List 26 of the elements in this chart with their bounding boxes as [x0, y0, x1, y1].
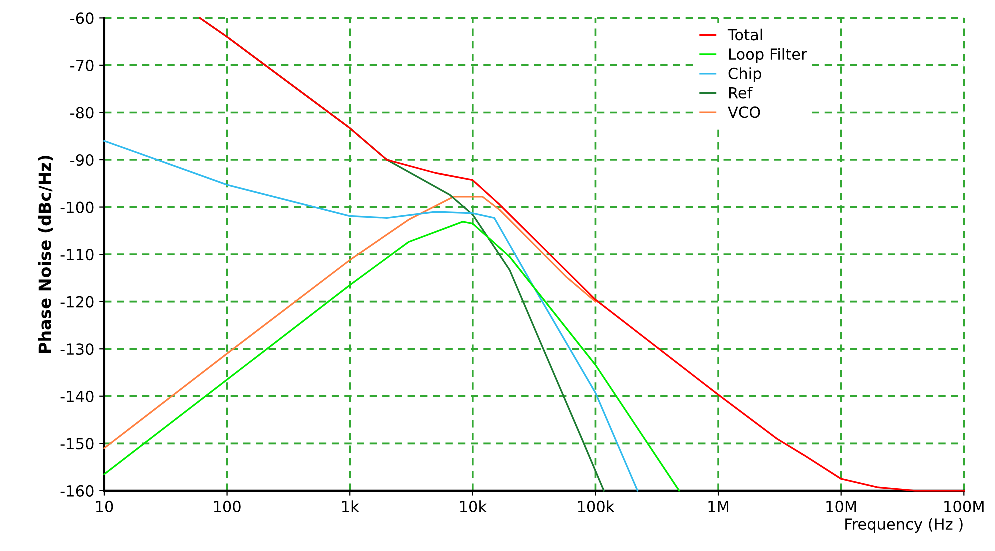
y-tick-label: -80 [70, 107, 94, 119]
y-axis-title: Phase Noise (dBc/Hz) [38, 156, 54, 354]
legend-label: Chip [728, 68, 762, 82]
y-tick-label: -110 [60, 249, 94, 261]
x-tick-label: 10 [96, 500, 114, 512]
x-tick-label: 10k [460, 500, 488, 512]
x-tick-label: 1k [342, 500, 360, 512]
x-tick-label: 100 [214, 500, 241, 512]
x-tick-label: 1M [708, 501, 728, 512]
y-tick-label: -100 [60, 202, 94, 214]
x-tick-label: 100M [944, 500, 984, 512]
legend-label: Ref [729, 86, 753, 99]
legend-label: Loop Filter [729, 48, 808, 64]
y-tick-label: -160 [60, 485, 94, 497]
y-tick-label: -130 [60, 344, 94, 356]
legend-label: VCO [728, 106, 760, 118]
x-axis-title: Frequency (Hz ) [846, 518, 963, 534]
legend-label: Total [728, 28, 762, 41]
x-tick-label: 10M [826, 500, 856, 512]
y-tick-label: -140 [60, 390, 94, 402]
y-tick-label: -120 [60, 296, 94, 308]
y-tick-label: -60 [70, 12, 94, 24]
y-tick-label: -150 [60, 438, 94, 450]
y-tick-label: -70 [70, 60, 94, 72]
x-tick-label: 100k [578, 500, 615, 512]
y-tick-label: -90 [70, 154, 94, 166]
